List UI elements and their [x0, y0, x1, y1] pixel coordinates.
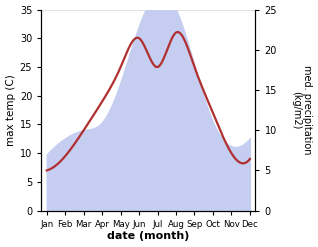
- X-axis label: date (month): date (month): [107, 231, 190, 242]
- Y-axis label: med. precipitation
(kg/m2): med. precipitation (kg/m2): [291, 65, 313, 155]
- Y-axis label: max temp (C): max temp (C): [5, 74, 16, 146]
